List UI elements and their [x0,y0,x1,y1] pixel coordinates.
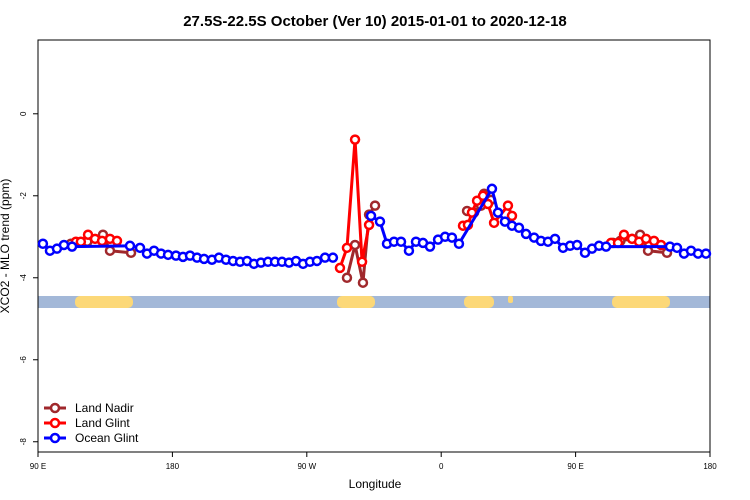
y-tick-label: -6 [19,356,28,364]
data-point [571,239,583,251]
y-axis-label: XCO2 - MLO trend (ppm) [0,179,12,314]
data-point [453,238,465,249]
data-point [124,240,136,252]
x-tick-label: 90 E [567,462,583,471]
x-tick-label: 0 [439,462,444,471]
data-point [671,242,683,254]
data-point [334,262,346,274]
data-point [700,248,712,259]
data-point [349,134,361,145]
legend-marker [49,432,61,444]
data-point [134,242,146,254]
plot-frame [37,39,711,453]
data-point [424,241,436,252]
y-tick-label: -8 [19,438,28,446]
data-point [486,183,498,195]
data-point [75,236,87,247]
data-point [403,245,415,256]
data-point [58,239,70,251]
data-point [349,239,361,251]
data-point [341,242,353,254]
data-point [311,255,323,267]
y-tick-label: 0 [19,111,28,116]
x-tick-label: 180 [166,462,180,471]
legend-label: Ocean Glint [75,431,139,445]
y-tick-label: -2 [19,192,28,200]
data-point [600,241,612,252]
data-point [395,236,407,247]
legend-marker [49,402,61,414]
data-point [492,207,504,218]
data-point [327,252,339,263]
data-point [37,238,49,249]
legend-label: Land Nadir [75,401,134,415]
data-point [357,277,369,288]
data-point [506,210,518,222]
y-tick-label: -4 [19,274,28,282]
legend-label: Land Glint [75,416,130,430]
data-point [374,216,386,227]
data-point [111,235,123,247]
legend-marker [49,417,61,429]
x-tick-label: 90 E [30,462,46,471]
data-point [488,217,500,229]
data-point [502,200,514,211]
data-point [104,245,116,256]
data-point [369,200,381,211]
land-patch [612,296,670,308]
data-point [446,232,458,243]
land-patch [75,296,133,308]
data-point [365,210,377,222]
data-point [356,256,368,268]
x-tick-label: 180 [703,462,717,471]
data-point [66,241,78,252]
data-point [363,219,375,231]
chart-title: 27.5S-22.5S October (Ver 10) 2015-01-01 … [183,13,567,30]
data-point [520,228,532,240]
land-patch [508,296,513,303]
land-patch [464,296,494,308]
land-patch [337,296,375,308]
x-tick-label: 90 W [297,462,316,471]
land-mask-band [38,296,710,308]
data-point [618,229,630,240]
data-point [549,233,561,245]
x-axis-label: Longitude [349,477,402,491]
data-point [341,272,353,284]
data-point [513,222,525,234]
